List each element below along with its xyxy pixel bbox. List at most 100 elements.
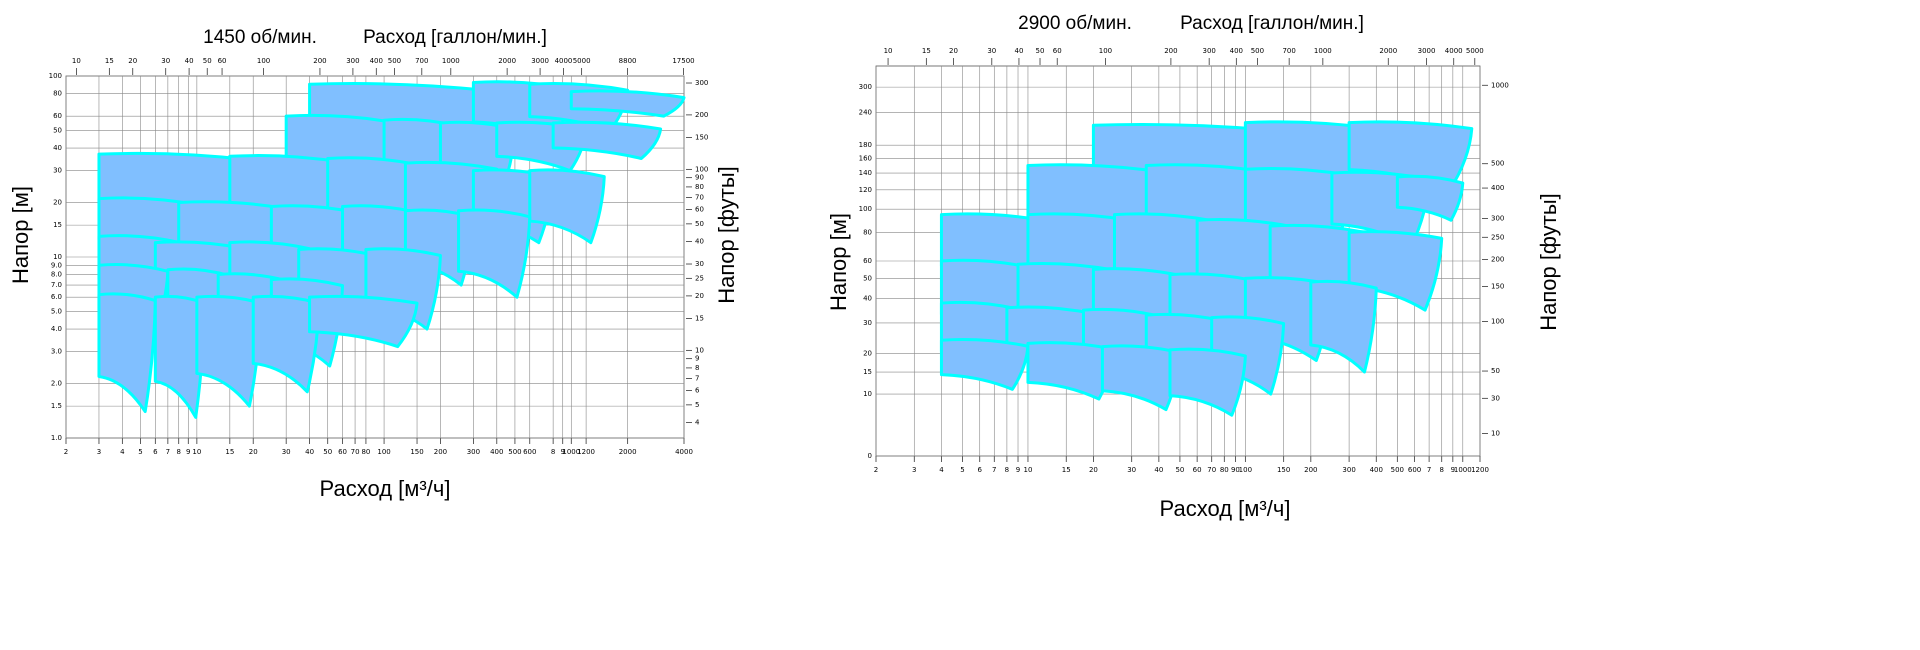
y2-tick-label: 10 <box>695 346 704 354</box>
pump-range <box>569 89 686 118</box>
x-tick-label: 200 <box>434 448 447 456</box>
y-tick-label: 140 <box>859 169 872 177</box>
y-tick-label: 160 <box>859 154 872 162</box>
x-tick-label: 4 <box>120 448 125 456</box>
y-tick-label: 60 <box>863 257 872 265</box>
x-tick-label: 7 <box>166 448 170 456</box>
y2-tick-label: 90 <box>695 174 704 182</box>
y2-axis-label: Напор [футы] <box>714 166 739 304</box>
x2-tick-label: 1000 <box>1314 47 1332 55</box>
y2-tick-label: 9 <box>695 355 699 363</box>
y-tick-label: 50 <box>863 274 872 282</box>
y2-tick-label: 6 <box>695 387 700 395</box>
x2-tick-label: 4000 <box>1445 47 1463 55</box>
y2-tick-label: 10 <box>1491 430 1500 438</box>
y-tick-label: 300 <box>859 83 872 91</box>
x-tick-label: 70 <box>1207 466 1216 474</box>
y2-tick-label: 200 <box>695 111 708 119</box>
y-tick-label: 30 <box>863 319 872 327</box>
x2-axis-label: Расход [галлон/мин.] <box>1180 13 1364 34</box>
y-tick-label: 100 <box>859 205 872 213</box>
x2-tick-label: 40 <box>1014 47 1023 55</box>
x-tick-label: 1000 <box>1454 466 1472 474</box>
x-tick-label: 8 <box>176 448 180 456</box>
x-tick-label: 40 <box>1154 466 1163 474</box>
y2-tick-label: 200 <box>1491 255 1504 263</box>
x2-tick-label: 300 <box>346 57 359 65</box>
x2-tick-label: 3000 <box>1418 47 1436 55</box>
y-tick-label: 180 <box>859 141 872 149</box>
pump-range <box>1168 347 1247 417</box>
x-tick-label: 1200 <box>577 448 595 456</box>
x2-tick-label: 100 <box>1099 47 1112 55</box>
y2-tick-label: 500 <box>1491 160 1504 168</box>
y-tick-label: 4.0 <box>51 325 62 333</box>
y2-tick-label: 300 <box>1491 215 1504 223</box>
x2-tick-label: 20 <box>949 47 958 55</box>
x-tick-label: 80 <box>1220 466 1229 474</box>
x-tick-label: 8 <box>1439 466 1443 474</box>
x2-tick-label: 15 <box>105 57 114 65</box>
pump-range <box>457 208 532 299</box>
x2-tick-label: 20 <box>128 57 137 65</box>
x-tick-label: 5 <box>138 448 142 456</box>
x-tick-label: 8 <box>1005 466 1009 474</box>
x-tick-label: 1200 <box>1471 466 1489 474</box>
x-tick-label: 20 <box>1089 466 1098 474</box>
x-tick-label: 150 <box>410 448 423 456</box>
y2-tick-label: 100 <box>695 165 708 173</box>
x2-tick-label: 200 <box>1164 47 1177 55</box>
y-axis-label: Напор [м] <box>8 186 33 284</box>
y2-axis-label: Напор [футы] <box>1536 193 1561 331</box>
y2-tick-label: 80 <box>695 183 704 191</box>
y2-tick-label: 70 <box>695 193 704 201</box>
chart-title: 2900 об/мин. <box>1018 13 1132 34</box>
y-tick-label: 0 <box>868 452 872 460</box>
y-tick-label: 2.0 <box>51 380 62 388</box>
y2-tick-label: 15 <box>695 315 704 323</box>
x-tick-label: 9 <box>1451 466 1455 474</box>
y2-tick-label: 250 <box>1491 233 1504 241</box>
x-tick-label: 200 <box>1304 466 1317 474</box>
y-tick-label: 6.0 <box>51 293 62 301</box>
y2-tick-label: 150 <box>695 134 708 142</box>
y-tick-label: 80 <box>53 90 62 98</box>
x-tick-label: 5 <box>960 466 964 474</box>
x-tick-label: 3 <box>97 448 101 456</box>
x-tick-label: 2000 <box>619 448 637 456</box>
x2-tick-label: 500 <box>1251 47 1264 55</box>
x2-tick-label: 700 <box>415 57 428 65</box>
x-tick-label: 60 <box>338 448 347 456</box>
pump-range <box>939 338 1030 391</box>
x2-tick-label: 15 <box>922 47 931 55</box>
x-tick-label: 7 <box>992 466 996 474</box>
y2-tick-label: 40 <box>695 237 704 245</box>
y2-tick-label: 25 <box>695 274 704 282</box>
x-tick-label: 100 <box>377 448 390 456</box>
x-tick-label: 4 <box>939 466 944 474</box>
x-tick-label: 400 <box>490 448 503 456</box>
x2-tick-label: 5000 <box>573 57 591 65</box>
x-tick-label: 60 <box>1193 466 1202 474</box>
x-tick-label: 300 <box>1342 466 1355 474</box>
y-tick-label: 5.0 <box>51 307 62 315</box>
x2-tick-label: 50 <box>203 57 212 65</box>
x-tick-label: 10 <box>1024 466 1033 474</box>
y-tick-label: 30 <box>53 167 62 175</box>
x2-tick-label: 500 <box>388 57 401 65</box>
y2-tick-label: 50 <box>695 220 704 228</box>
x2-tick-label: 60 <box>218 57 227 65</box>
x-tick-label: 7 <box>1427 466 1431 474</box>
x2-tick-label: 10 <box>72 57 81 65</box>
x2-tick-label: 700 <box>1282 47 1295 55</box>
x-tick-label: 50 <box>323 448 332 456</box>
x-tick-label: 6 <box>977 466 982 474</box>
y-tick-label: 120 <box>859 186 872 194</box>
x2-tick-label: 50 <box>1036 47 1045 55</box>
x-tick-label: 70 <box>351 448 360 456</box>
y2-tick-label: 300 <box>695 79 708 87</box>
y-tick-label: 40 <box>863 295 872 303</box>
x2-tick-label: 100 <box>257 57 270 65</box>
y-tick-label: 1.5 <box>51 402 62 410</box>
